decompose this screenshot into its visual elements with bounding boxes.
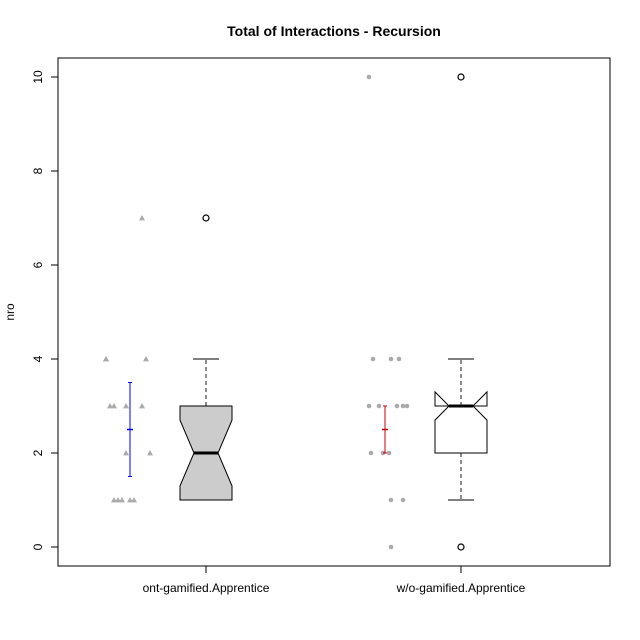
x-tick-label: ont-gamified.Apprentice <box>143 581 270 595</box>
box-group-1 <box>103 214 233 503</box>
jitter-point <box>115 497 121 503</box>
outlier-point <box>202 214 210 222</box>
jitter-point <box>394 403 400 409</box>
jitter-point <box>376 403 382 409</box>
jitter-point <box>400 497 406 503</box>
notched-box <box>434 390 488 454</box>
y-tick-label: 8 <box>31 167 45 174</box>
plot-frame <box>57 57 611 567</box>
jitter-point <box>111 497 117 503</box>
jitter-point <box>370 356 376 362</box>
jitter-point <box>103 356 109 362</box>
jitter-point <box>119 497 125 503</box>
jitter-point <box>400 403 406 409</box>
box-group-2 <box>366 73 488 551</box>
y-tick-label: 0 <box>31 543 45 550</box>
y-tick-label: 2 <box>31 449 45 456</box>
chart-marks <box>103 73 488 551</box>
x-tick-label: w/o-gamified.Apprentice <box>396 581 526 595</box>
outlier-point <box>457 543 465 551</box>
jitter-point <box>139 215 145 221</box>
y-axis: 0 2 4 6 8 10 <box>31 70 59 550</box>
x-axis: ont-gamified.Apprentice w/o-gamified.Appr… <box>143 565 526 595</box>
jitter-point <box>388 356 394 362</box>
jitter-point <box>123 450 129 456</box>
jitter-point <box>396 356 402 362</box>
jitter-point <box>131 497 137 503</box>
y-axis-label: nro <box>3 303 17 321</box>
y-tick-label: 4 <box>31 355 45 362</box>
jitter-point <box>127 497 133 503</box>
jitter-point <box>366 74 372 80</box>
jitter-point <box>368 450 374 456</box>
jitter-point <box>386 450 392 456</box>
jitter-point <box>388 497 394 503</box>
y-tick-label: 6 <box>31 261 45 268</box>
outlier-point <box>457 73 465 81</box>
jitter-point <box>147 450 153 456</box>
jitter-point <box>388 544 394 550</box>
jitter-point <box>107 403 113 409</box>
jitter-point <box>123 403 129 409</box>
chart-title: Total of Interactions - Recursion <box>227 23 441 39</box>
jitter-point <box>111 403 117 409</box>
jitter-point <box>143 356 149 362</box>
jitter-point <box>404 403 410 409</box>
jitter-point <box>139 403 145 409</box>
y-tick-label: 10 <box>31 70 45 84</box>
jitter-point <box>366 403 372 409</box>
